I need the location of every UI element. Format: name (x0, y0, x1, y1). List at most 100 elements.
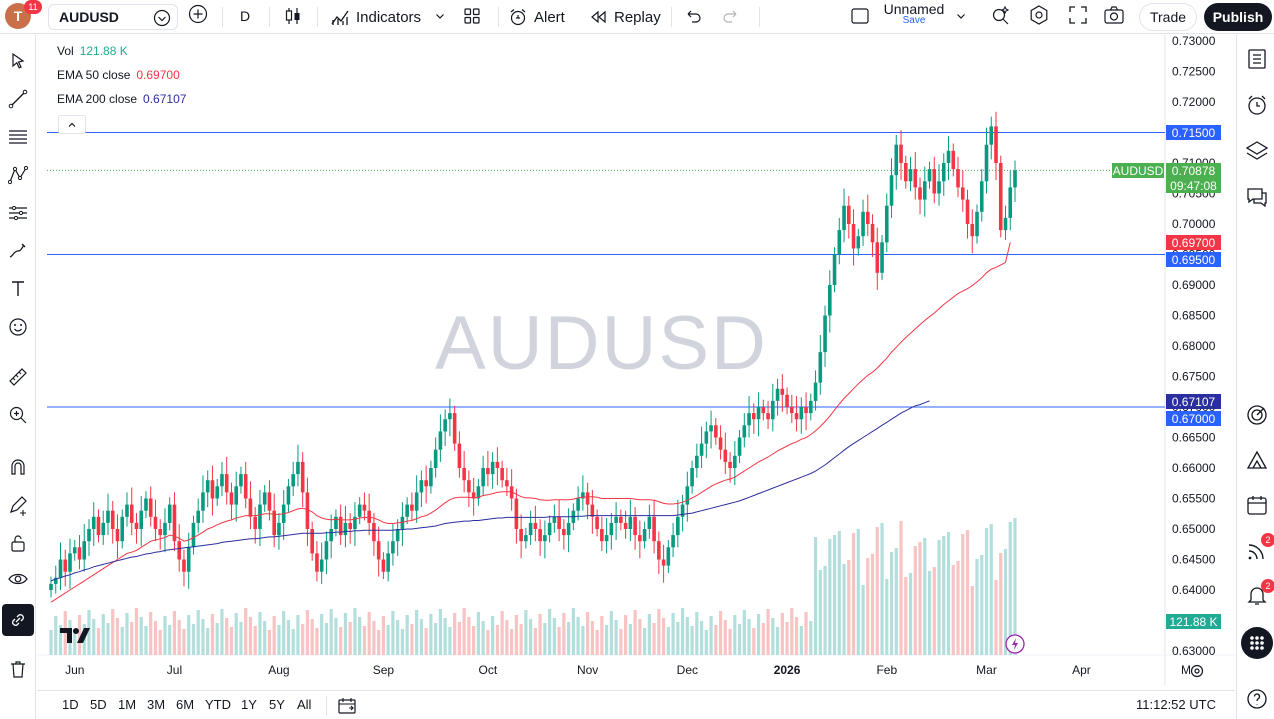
undo-icon[interactable] (683, 6, 703, 26)
ideas-icon[interactable] (1243, 447, 1271, 475)
trend-line-icon[interactable] (4, 85, 32, 113)
layout-name-button[interactable]: Unnamed Save (883, 1, 945, 26)
candle-body (633, 516, 637, 536)
candle-body (766, 413, 770, 420)
volume-bar (191, 624, 196, 655)
range-all-button[interactable]: All (297, 697, 312, 712)
prediction-tools-icon[interactable] (4, 199, 32, 227)
chart-pane[interactable]: 0.730000.725000.720000.715000.710000.705… (37, 35, 1235, 685)
range-5y-button[interactable]: 5Y (269, 697, 285, 712)
volume-bar (510, 629, 514, 655)
camera-icon[interactable] (1103, 4, 1125, 26)
range-ytd-button[interactable]: YTD (205, 697, 231, 712)
volume-bar (519, 624, 523, 655)
range-1d-button[interactable]: 1D (62, 697, 79, 712)
candle-body (861, 211, 865, 237)
ema50-legend[interactable]: EMA 50 close 0.69700 (57, 68, 180, 82)
candle-body (182, 559, 186, 572)
volume-bar (457, 622, 461, 655)
candle-body (410, 504, 414, 511)
collapse-legend-button[interactable] (58, 115, 86, 134)
price-chart[interactable]: 0.730000.725000.720000.715000.710000.705… (37, 35, 1235, 685)
stay-in-drawing-icon[interactable] (4, 491, 32, 519)
layout-square-icon[interactable] (850, 6, 870, 26)
candle-body (129, 504, 134, 523)
event-lightning-icon[interactable] (1005, 634, 1025, 654)
news-icon[interactable] (1243, 537, 1271, 565)
volume-bar (476, 612, 480, 655)
volume-bar (301, 624, 305, 655)
candle-body (467, 480, 471, 493)
candle-body (286, 486, 291, 505)
indicators-label: Indicators (356, 8, 422, 26)
settings-icon[interactable] (1028, 4, 1050, 26)
volume-bar (728, 629, 732, 655)
redo-icon[interactable] (721, 6, 741, 26)
target-icon[interactable] (1243, 401, 1271, 429)
candle-body (709, 425, 713, 432)
symbol-search-button[interactable]: AUDUSD (48, 4, 178, 30)
watchlist-icon[interactable] (1243, 45, 1271, 73)
indicators-button[interactable]: Indicators (330, 0, 421, 34)
range-3m-button[interactable]: 3M (147, 697, 166, 712)
calendar-icon[interactable] (1243, 491, 1271, 519)
trash-icon[interactable] (4, 655, 32, 683)
replay-button[interactable]: Replay (588, 0, 661, 34)
zoom-in-icon[interactable] (4, 401, 32, 429)
range-5d-button[interactable]: 5D (90, 697, 107, 712)
text-icon[interactable] (4, 275, 32, 303)
volume-bar (96, 628, 101, 655)
volume-bar (932, 567, 936, 655)
candle-body (229, 492, 234, 505)
utc-clock[interactable]: 11:12:52 UTC (1136, 697, 1216, 712)
candle-body (975, 211, 979, 237)
lock-icon[interactable] (4, 529, 32, 557)
candle-body (970, 224, 975, 237)
ema200-line (50, 400, 930, 582)
interval-button[interactable]: D (240, 8, 251, 24)
settings-icon[interactable] (1189, 663, 1205, 679)
alert-button[interactable]: Alert (508, 0, 565, 34)
help-icon[interactable] (1243, 685, 1271, 713)
eye-icon[interactable] (4, 565, 32, 593)
volume-bar (756, 614, 761, 655)
emoji-icon[interactable] (4, 313, 32, 341)
ema50-label: EMA 50 close (57, 68, 131, 82)
layers-icon[interactable] (1243, 137, 1271, 165)
volume-bar (714, 625, 718, 655)
notifications-icon[interactable] (1243, 581, 1271, 609)
chevron-down-icon[interactable] (434, 10, 446, 22)
ruler-icon[interactable] (4, 363, 32, 391)
ema200-legend[interactable]: EMA 200 close 0.67107 (57, 92, 186, 106)
y-tick-label: 0.69000 (1172, 278, 1216, 292)
publish-button[interactable]: Publish (1204, 3, 1272, 31)
volume-bar (172, 611, 177, 655)
quick-search-icon[interactable] (990, 4, 1012, 26)
range-1m-button[interactable]: 1M (118, 697, 137, 712)
brush-icon[interactable] (4, 237, 32, 265)
candles-icon[interactable] (283, 6, 303, 26)
link-icon[interactable] (2, 604, 34, 636)
fib-retracement-icon[interactable] (4, 123, 32, 151)
trade-button[interactable]: Trade (1139, 3, 1197, 31)
volume-legend[interactable]: Vol 121.88 K (57, 44, 128, 58)
range-1y-button[interactable]: 1Y (241, 697, 257, 712)
candle-body (471, 492, 476, 499)
magnet-icon[interactable] (4, 453, 32, 481)
range-6m-button[interactable]: 6M (176, 697, 195, 712)
chat-icon[interactable] (1243, 183, 1271, 211)
compare-icon[interactable] (153, 9, 171, 27)
fullscreen-icon[interactable] (1067, 4, 1089, 26)
alarm-clock-icon[interactable] (1243, 91, 1271, 119)
pattern-icon[interactable] (4, 161, 32, 189)
chevron-down-icon[interactable] (955, 10, 967, 22)
volume-bar (923, 538, 927, 655)
indicators-icon (331, 10, 349, 25)
top-toolbar: T 11 AUDUSD D Indicators Alert Replay Un… (0, 0, 1274, 34)
apps-icon[interactable] (1241, 627, 1273, 659)
candle-body (486, 468, 490, 475)
add-symbol-icon[interactable] (188, 4, 208, 24)
cursor-icon[interactable] (4, 47, 32, 75)
templates-icon[interactable] (462, 6, 482, 26)
date-range-icon[interactable] (337, 696, 357, 716)
